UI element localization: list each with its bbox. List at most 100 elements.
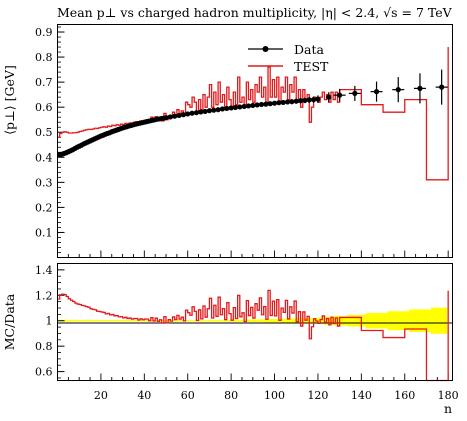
ratio-band-segment [143,320,146,322]
x-tick-label: 60 [181,389,195,402]
ratio-band-segment [207,319,212,322]
ratio-band-segment [250,319,255,322]
x-tick-label: 40 [137,389,151,402]
data-point [271,100,278,106]
ratio-band-segment [123,319,126,322]
data-point [185,111,191,117]
ratio-y-tick-label: 0.8 [35,340,53,353]
ratio-band-segment [246,319,251,322]
ratio-band-segment [101,319,105,322]
ratio-band-segment [185,320,190,322]
main-y-tick-label: 0.4 [35,151,53,164]
ratio-band-segment [97,319,100,322]
series-test-ratio [57,289,449,382]
ratio-plot-panel: 0.6 0.8 1 1.2 1.4 20 40 60 80 100 120 140 160 180 MC… [2,263,459,416]
data-point [211,107,217,113]
ratio-band-segment [409,309,431,333]
ratio-band-segment [224,319,229,322]
ratio-band-segment [117,319,120,322]
data-point [315,96,321,102]
ratio-band-segment [430,307,448,334]
data-point [232,104,239,111]
main-y-axis: 0.1 0.2 0.3 0.4 0.5 0.6 0.7 0.8 0.9 [35,26,65,253]
x-tick-label: 180 [438,389,459,402]
main-y-tick-label: 0.5 [35,126,53,139]
data-point [219,106,226,112]
ratio-band-segment [82,319,85,322]
data-point [237,104,243,110]
x-tick-label: 140 [351,389,372,402]
legend-test-label: TEST [294,59,329,74]
data-point [245,103,252,109]
ratio-band-segment [65,319,68,322]
ratio-y-axis-label: MC/Data [2,293,17,350]
x-tick-label: 20 [94,389,108,402]
ratio-band-segment [255,319,260,322]
ratio-y-tick-label: 1.4 [35,264,53,277]
ratio-band-segment [285,318,290,323]
data-point [306,97,312,103]
data-point [310,97,317,103]
ratio-band-segment [84,319,87,322]
ratio-band-segment [128,320,131,322]
data-point [215,107,221,113]
data-point [167,114,173,120]
ratio-band-segment [73,319,76,322]
data-point [373,89,380,95]
x-tick-label: 160 [394,389,415,402]
data-point [193,110,200,116]
ratio-band-segment [130,320,133,322]
ratio-band-segment [75,319,79,322]
data-point [280,99,286,106]
ratio-band-segment [95,319,98,322]
ratio-band-segment [104,319,107,322]
data-point [395,87,401,93]
test-ratio-step-line [57,289,449,382]
ratio-band-segment [387,311,410,331]
ratio-band-segment [272,319,277,323]
data-point [180,112,186,118]
main-y-tick-label: 0.3 [35,176,53,189]
data-point [224,105,230,112]
ratio-band-segment [69,319,72,322]
ratio-band-segment [268,319,273,323]
ratio-band-segment [334,315,348,326]
ratio-band-segment [110,319,113,322]
ratio-band-segment [198,320,203,322]
ratio-band-segment [281,318,286,323]
main-y-tick-label: 0.9 [35,26,53,39]
main-y-tick-label: 0.8 [35,51,53,64]
ratio-band-segment [115,319,118,322]
ratio-band-segment [220,319,225,322]
data-point [228,105,234,111]
ratio-band-segment [202,320,208,322]
series-test-main [57,47,449,181]
main-y-tick-label: 0.7 [35,76,53,89]
data-point [189,110,195,116]
data-point [289,99,295,105]
ratio-band-segment [189,320,195,322]
ratio-band-segment [71,319,74,322]
data-point [284,99,291,105]
data-point [297,98,304,104]
chart-title: Mean p⊥ vs charged hadron multiplicity, … [57,5,453,20]
ratio-band-segment [176,320,182,322]
ratio-band-segment [172,320,177,322]
ratio-band-segment [215,319,221,322]
ratio-band-segment [119,319,122,322]
main-plot-frame [57,24,453,258]
legend: Data TEST [248,42,329,74]
data-point [276,100,282,106]
ratio-y-tick-label: 1 [46,315,53,328]
main-plot-panel: 0.1 0.2 0.3 0.4 0.5 0.6 0.7 0.8 0.9 ⟨p⊥⟩ [GeV] [2,24,453,258]
ratio-band-segment [93,319,96,322]
main-y-axis-label: ⟨p⊥⟩ [GeV] [2,65,17,135]
ratio-band-segment [347,314,366,327]
main-y-tick-label: 0.2 [35,201,53,214]
legend-data-label: Data [294,42,324,57]
series-data-main [57,69,448,158]
data-point [439,84,445,90]
data-point [263,101,269,107]
ratio-y-tick-label: 1.2 [35,289,53,302]
